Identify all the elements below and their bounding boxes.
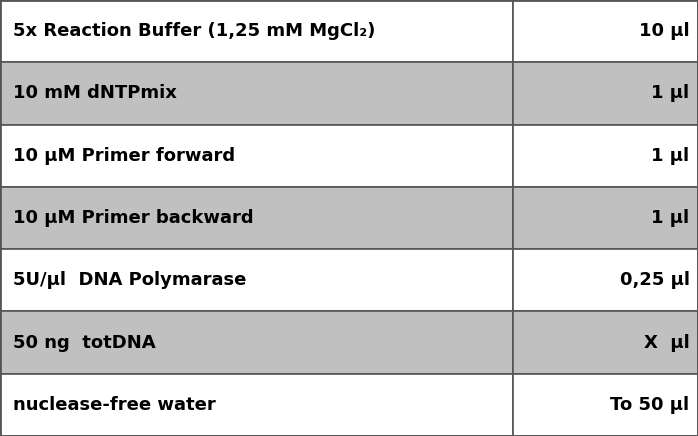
Bar	[0, 249, 513, 311]
Bar	[513, 62, 698, 125]
Text: nuclease-free water: nuclease-free water	[13, 396, 215, 414]
Text: 1 μl: 1 μl	[651, 147, 690, 165]
Text: 10 μM Primer forward: 10 μM Primer forward	[13, 147, 235, 165]
Bar	[0, 374, 513, 436]
Text: 1 μl: 1 μl	[651, 85, 690, 102]
Bar	[0, 0, 513, 62]
Bar	[513, 311, 698, 374]
Text: 50 ng  totDNA: 50 ng totDNA	[13, 334, 155, 351]
Bar	[513, 187, 698, 249]
Bar	[0, 311, 513, 374]
Bar	[513, 125, 698, 187]
Text: 5U/μl  DNA Polymarase: 5U/μl DNA Polymarase	[13, 271, 246, 289]
Text: 10 mM dNTPmix: 10 mM dNTPmix	[13, 85, 177, 102]
Text: 0,25 μl: 0,25 μl	[620, 271, 690, 289]
Text: 10 μM Primer backward: 10 μM Primer backward	[13, 209, 253, 227]
Bar	[0, 187, 513, 249]
Text: 1 μl: 1 μl	[651, 209, 690, 227]
Text: 10 μl: 10 μl	[639, 22, 690, 40]
Text: To 50 μl: To 50 μl	[611, 396, 690, 414]
Text: X  μl: X μl	[644, 334, 690, 351]
Bar	[513, 374, 698, 436]
Bar	[0, 62, 513, 125]
Bar	[513, 249, 698, 311]
Bar	[0, 125, 513, 187]
Bar	[513, 0, 698, 62]
Text: 5x Reaction Buffer (1,25 mM MgCl₂): 5x Reaction Buffer (1,25 mM MgCl₂)	[13, 22, 375, 40]
